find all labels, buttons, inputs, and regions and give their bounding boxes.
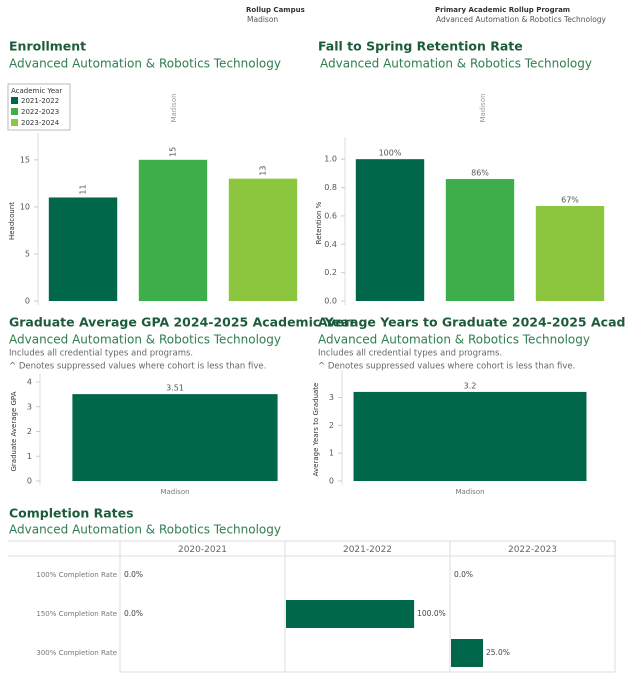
y-tick-label: 3 xyxy=(329,393,334,402)
y-tick-label: 0.0 xyxy=(324,297,337,306)
value-label: 15 xyxy=(169,147,178,157)
y-tick-label: 2 xyxy=(27,427,32,436)
row-label: 100% Completion Rate xyxy=(36,571,117,579)
column-header: Madison xyxy=(170,93,178,122)
y-tick-label: 15 xyxy=(20,155,30,164)
chart-subtitle: Advanced Automation & Robotics Technolog… xyxy=(9,523,281,537)
chart-note: Includes all credential types and progra… xyxy=(9,349,193,359)
bar xyxy=(138,159,208,301)
bar xyxy=(72,394,278,481)
value-label: 100% xyxy=(379,149,402,158)
legend-swatch xyxy=(11,97,18,104)
column-header: 2021-2022 xyxy=(343,545,392,555)
value-label: 67% xyxy=(561,195,579,204)
filter-value: Madison xyxy=(247,15,278,24)
chart-subtitle: Advanced Automation & Robotics Technolog… xyxy=(318,333,590,347)
y-tick-label: 0.8 xyxy=(324,183,337,192)
column-header: Madison xyxy=(479,93,487,122)
x-tick-label: Madison xyxy=(160,488,189,496)
value-label: 11 xyxy=(79,184,88,194)
value-label: 25.0% xyxy=(486,648,510,657)
chart-title: Enrollment xyxy=(9,39,86,54)
chart-subtitle: Advanced Automation & Robotics Technolog… xyxy=(320,57,592,71)
bar xyxy=(535,205,605,301)
row-label: 150% Completion Rate xyxy=(36,610,117,618)
y-tick-label: 2 xyxy=(329,421,334,430)
legend-swatch xyxy=(11,108,18,115)
y-axis-label: Headcount xyxy=(8,202,16,240)
chart-title: Graduate Average GPA 2024-2025 Academic … xyxy=(9,315,356,330)
filter-value: Advanced Automation & Robotics Technolog… xyxy=(436,15,607,24)
bar xyxy=(353,391,587,481)
legend-label: 2022-2023 xyxy=(21,108,59,116)
value-label: 0.0% xyxy=(454,570,473,579)
value-label: 0.0% xyxy=(124,609,143,618)
y-axis-label: Graduate Average GPA xyxy=(10,391,18,471)
bar xyxy=(228,178,298,301)
column-header: 2020-2021 xyxy=(178,545,227,555)
y-tick-label: 1 xyxy=(329,449,334,458)
bar xyxy=(48,197,118,301)
y-tick-label: 0 xyxy=(25,297,30,306)
chart-note: ^ Denotes suppressed values where cohort… xyxy=(318,362,575,372)
y-tick-label: 0.4 xyxy=(324,240,337,249)
value-label: 13 xyxy=(259,166,268,176)
chart-subtitle: Advanced Automation & Robotics Technolog… xyxy=(9,57,281,71)
y-tick-label: 0 xyxy=(27,477,32,486)
filter-label: Rollup Campus xyxy=(246,6,305,14)
y-tick-label: 0.2 xyxy=(324,268,337,277)
value-label: 0.0% xyxy=(124,570,143,579)
filter-label: Primary Academic Rollup Program xyxy=(435,6,570,14)
legend-label: 2023-2024 xyxy=(21,119,60,127)
value-label: 3.2 xyxy=(464,381,477,390)
y-tick-label: 1 xyxy=(27,452,32,461)
y-tick-label: 3 xyxy=(27,402,32,411)
legend-swatch xyxy=(11,119,18,126)
y-tick-label: 10 xyxy=(20,202,30,211)
legend-box xyxy=(7,83,71,131)
column-header: 2022-2023 xyxy=(508,545,557,555)
row-label: 300% Completion Rate xyxy=(36,649,117,657)
y-tick-label: 1.0 xyxy=(324,155,337,164)
bar xyxy=(445,179,515,301)
bar xyxy=(451,639,484,667)
x-tick-label: Madison xyxy=(455,488,484,496)
y-tick-label: 5 xyxy=(25,249,30,258)
y-tick-label: 4 xyxy=(27,378,32,387)
y-tick-label: 0.6 xyxy=(324,211,337,220)
value-label: 3.51 xyxy=(166,384,184,393)
y-axis-label: Average Years to Graduate xyxy=(312,383,320,477)
value-label: 100.0% xyxy=(417,609,446,618)
chart-title: Average Years to Graduate 2024-2025 Acad… xyxy=(318,315,626,330)
chart-note: Includes all credential types and progra… xyxy=(318,349,502,359)
y-tick-label: 0 xyxy=(329,477,334,486)
chart-note: ^ Denotes suppressed values where cohort… xyxy=(9,362,266,372)
chart-subtitle: Advanced Automation & Robotics Technolog… xyxy=(9,333,281,347)
bar xyxy=(355,159,425,301)
chart-title: Completion Rates xyxy=(9,506,134,521)
y-axis-label: Retention % xyxy=(315,201,323,244)
bar xyxy=(286,600,415,628)
legend-title: Academic Year xyxy=(11,87,62,95)
legend-label: 2021-2022 xyxy=(21,97,59,105)
value-label: 86% xyxy=(471,169,489,178)
chart-title: Fall to Spring Retention Rate xyxy=(318,39,523,54)
